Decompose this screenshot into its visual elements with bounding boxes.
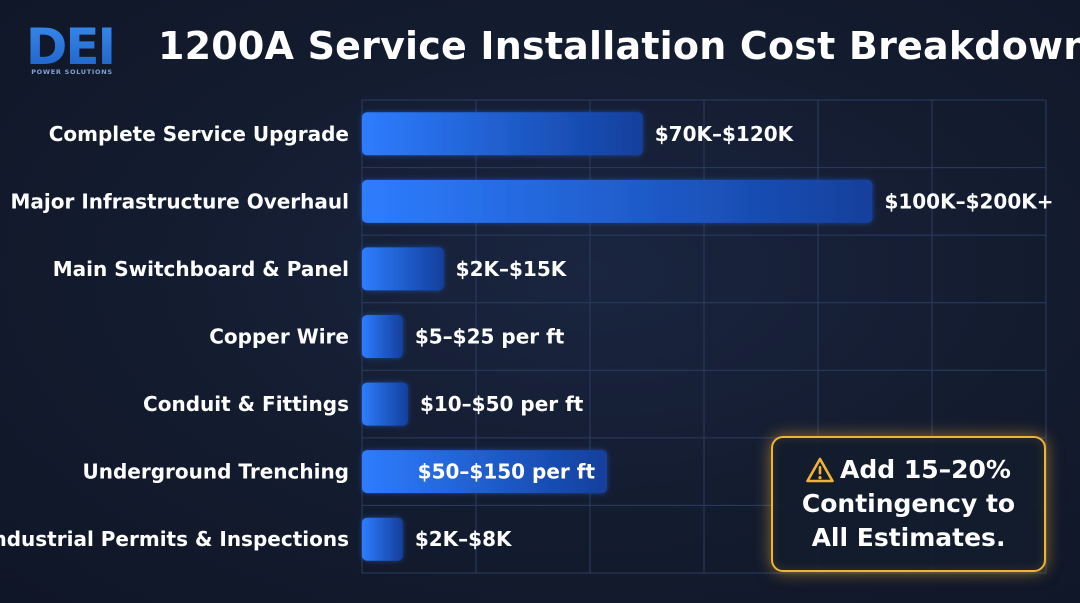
value-label: $10–$50 per ft [420,392,584,416]
callout-line-1: Add 15–20% [840,455,1011,484]
logo-subtext: POWER SOLUTIONS [31,68,113,76]
value-label: $50–$150 per ft [418,460,596,484]
category-label: Conduit & Fittings [143,392,349,416]
bar [362,179,873,223]
category-label: Complete Service Upgrade [49,122,349,146]
callout-line-2: Contingency to [801,489,1016,518]
value-label: $70K–$120K [655,122,795,146]
callout-line-3: All Estimates. [811,523,1006,552]
category-label: Copper Wire [209,325,349,349]
category-label: Underground Trenching [82,460,349,484]
logo-text: DEI [26,20,114,68]
category-label: Main Switchboard & Panel [53,257,349,281]
contingency-callout: Add 15–20% Contingency to All Estimates. [771,436,1046,572]
bar [362,247,444,291]
logo-mark: DEI [26,20,116,68]
bar [362,517,403,561]
bar [362,382,408,426]
value-labels: $70K–$120K $100K–$200K+ $2K–$15K $5–$25 per… [415,122,1054,551]
category-label: Major Infrastructure Overhaul [11,189,349,213]
value-label: $2K–$15K [456,257,568,281]
category-labels: Complete Service Upgrade Major Infrastruc… [0,122,349,551]
value-label: $2K–$8K [415,527,513,551]
bar [362,315,403,358]
bar [362,112,643,156]
value-label: $5–$25 per ft [415,325,565,349]
chart-bars [362,112,873,561]
bar [362,450,608,494]
value-label: $100K–$200K+ [884,189,1053,213]
category-label: Industrial Permits & Inspections [0,527,349,551]
page-title: 1200A Service Installation Cost Breakdow… [158,24,1080,68]
dei-logo: DEI POWER SOLUTIONS [20,20,120,80]
warning-icon [806,457,834,483]
